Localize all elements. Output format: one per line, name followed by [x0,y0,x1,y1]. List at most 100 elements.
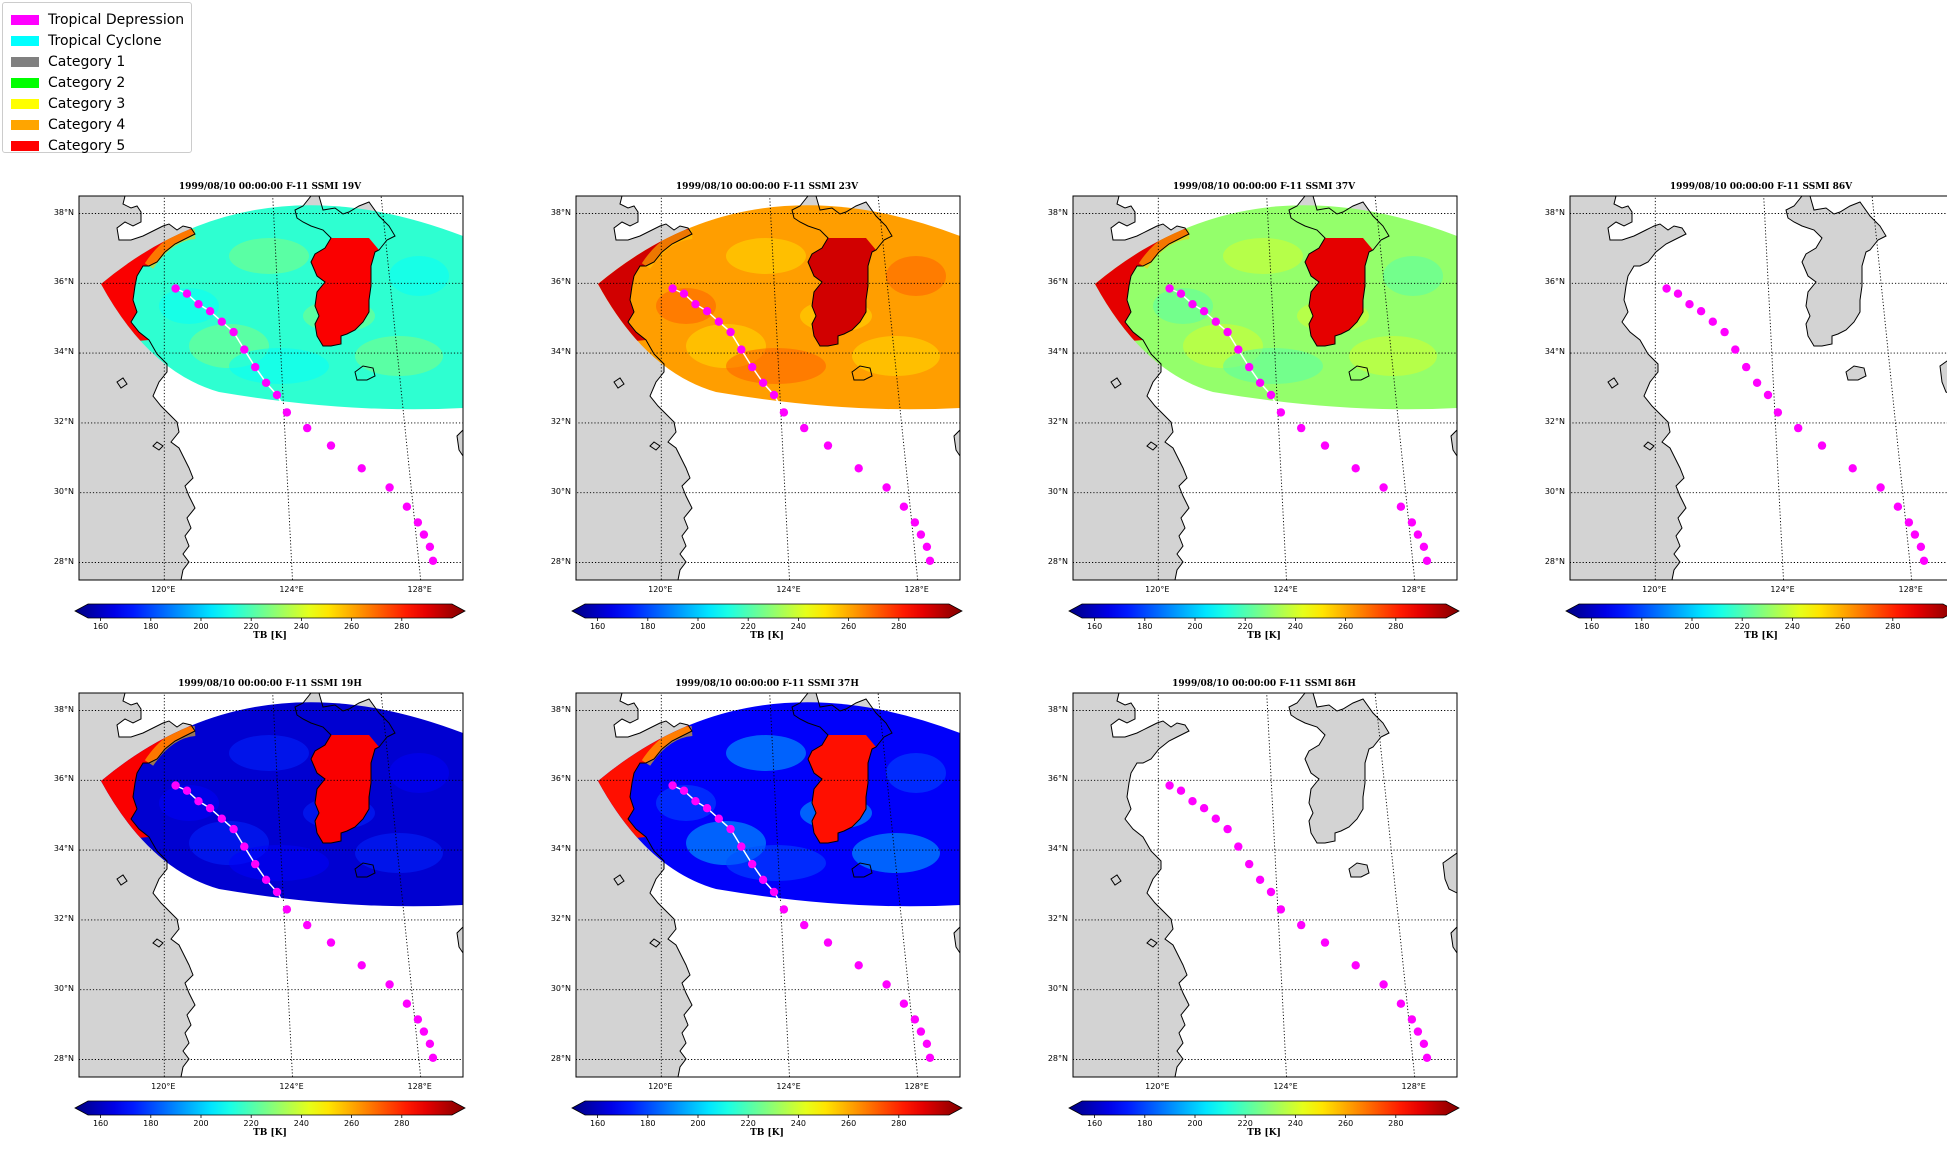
track-point [1176,289,1186,298]
track-point [916,530,926,539]
longitude-tick-label: 124°E [279,1082,304,1091]
track-point [854,961,863,970]
land-mass [1939,360,1947,394]
track-point [413,1015,423,1024]
latitude-tick-label: 38°N [1544,207,1565,217]
swath-coast-band [144,229,196,269]
track-point [800,423,809,433]
colorbar-tick-label: 160 [1584,622,1599,631]
track-point [1297,423,1306,433]
coastline [851,365,873,381]
latitude-tick-label: 38°N [550,704,571,714]
track-point [261,875,271,884]
latitude-tick-label: 32°N [53,416,74,426]
track-point [1696,307,1706,316]
track-point [714,317,723,326]
longitude-gridline [1374,196,1416,580]
track-point [1396,999,1406,1008]
longitude-tick-label: 120°E [1145,1082,1170,1091]
track-point [668,781,677,790]
longitude-tick-label: 120°E [648,585,673,594]
latitude-tick-label: 38°N [1047,207,1068,217]
track-point [1255,875,1265,884]
swath-land [808,238,876,346]
track-point [303,920,312,930]
map-plot [1072,195,1458,581]
colorbar-gradient [1068,1100,1460,1116]
track-point [1422,556,1432,565]
colorbar-tick-label: 260 [841,1119,856,1128]
latitude-tick-label: 30°N [550,983,571,993]
latitude-tick-label: 28°N [53,1053,74,1063]
land-mass [152,441,164,451]
latitude-tick-label: 30°N [53,983,74,993]
track-point [910,1015,920,1024]
colorbar-gradient [74,603,466,619]
swath-coast-band [144,726,196,766]
map-plot [78,195,464,581]
track-point [1266,390,1276,400]
longitude-tick-label: 124°E [1770,585,1795,594]
colorbar-tick-label: 240 [294,1119,309,1128]
legend-item: Category 5 [11,135,191,156]
latitude-tick-label: 38°N [53,704,74,714]
legend-label: Category 2 [48,74,126,91]
colorbar-label: TB [K] [750,631,784,641]
track-point [899,502,909,511]
track-point [1673,289,1683,298]
longitude-tick-label: 124°E [279,585,304,594]
track-point [326,441,336,450]
latitude-tick-label: 28°N [550,556,571,566]
track-point [1413,1027,1423,1036]
colorbar-tick-label: 240 [1785,622,1800,631]
longitude-gridline [1871,196,1913,580]
legend-swatch [11,56,39,67]
colorbar: 160 180 200 220 240 260 280 [74,1100,466,1128]
track-point [922,1039,932,1048]
colorbar-tick-label: 240 [791,1119,806,1128]
track-point [205,307,215,316]
track-point [823,441,833,450]
track-point [1199,307,1209,316]
track-point [182,289,192,298]
map-frame [1072,692,1458,1078]
colorbar-tick-label: 180 [1634,622,1649,631]
coastline [354,862,376,878]
track-point [1893,502,1903,511]
colorbar-tick-label: 280 [1885,622,1900,631]
swath-texture [656,785,716,821]
latitude-tick-label: 38°N [1047,704,1068,714]
swath-land [808,735,876,843]
land-mass [1073,693,1190,1077]
legend-swatch [11,35,39,46]
legend-label: Category 4 [48,116,126,133]
colorbar-tick-label: 220 [741,622,756,631]
legend-items: Tropical Depression Tropical Cyclone Categ… [11,9,191,156]
longitude-gridline [877,196,919,580]
swath-texture [355,336,443,376]
latitude-tick-label: 36°N [53,774,74,784]
swath-texture [229,735,309,771]
map-frame [1072,195,1458,581]
track-point [1685,300,1694,309]
track-point [748,362,757,372]
land-mass [1146,441,1158,451]
map-plot [78,692,464,1078]
track-point [1245,859,1254,869]
track-point [1904,518,1914,527]
colorbar-tick-label: 260 [344,622,359,631]
colorbar-tick-label: 200 [1187,622,1202,631]
colorbar-tick-label: 280 [394,1119,409,1128]
land-mass [116,377,128,389]
track-point [282,408,292,417]
track-point [385,980,394,989]
latitude-tick-label: 36°N [1544,277,1565,287]
colorbar-tick-label: 160 [93,1119,108,1128]
track-point [1320,441,1330,450]
swath-coast-band [1138,229,1190,269]
coastline [294,702,396,844]
latitude-tick-label: 34°N [1047,844,1068,854]
latitude-tick-label: 28°N [1047,1053,1068,1063]
track-point [1351,961,1360,970]
swath-texture [1153,288,1213,324]
